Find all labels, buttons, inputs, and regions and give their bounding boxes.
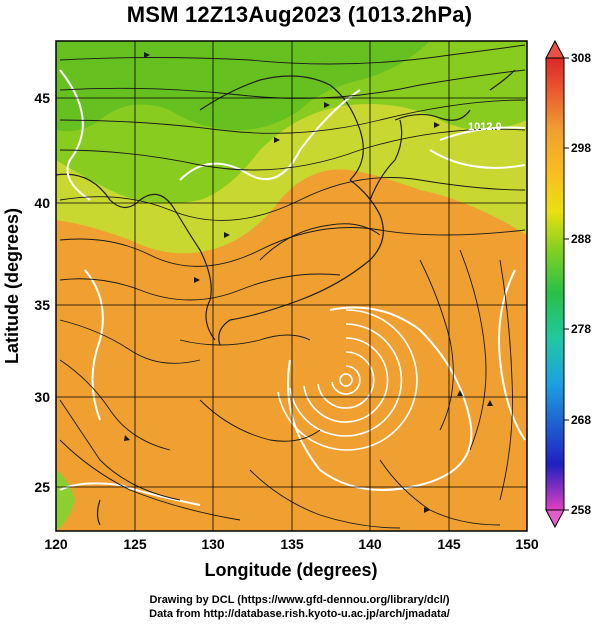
colorbar: 308 298 288 278 268 258 bbox=[545, 39, 591, 529]
map-title: MSM 12Z13Aug2023 (1013.2hPa) bbox=[126, 2, 473, 27]
colorbar-label-288: 288 bbox=[571, 232, 591, 246]
credit-data-source: Data from http://database.rish.kyoto-u.a… bbox=[149, 608, 450, 620]
y-tick-labels: 25 30 35 40 45 bbox=[34, 90, 50, 495]
coastlines bbox=[56, 69, 516, 526]
credit-drawing: Drawing by DCL (https://www.gfd-dennou.o… bbox=[149, 594, 450, 606]
isobar-label: 1012.0 bbox=[468, 121, 502, 133]
colorbar-label-278: 278 bbox=[571, 322, 591, 336]
colorbar-bottom-triangle bbox=[545, 509, 565, 529]
y-tick-25: 25 bbox=[34, 479, 50, 495]
colorbar-label-258: 258 bbox=[571, 503, 591, 517]
colorbar-label-298: 298 bbox=[571, 141, 591, 155]
x-tick-140: 140 bbox=[358, 536, 382, 552]
y-tick-40: 40 bbox=[34, 195, 50, 211]
x-tick-145: 145 bbox=[437, 536, 461, 552]
y-tick-30: 30 bbox=[34, 389, 50, 405]
y-tick-35: 35 bbox=[34, 297, 50, 313]
streamline-arrows bbox=[124, 52, 493, 513]
x-tick-130: 130 bbox=[201, 536, 225, 552]
colorbar-label-308: 308 bbox=[571, 51, 591, 65]
y-axis-label: Latitude (degrees) bbox=[2, 208, 22, 364]
x-tick-135: 135 bbox=[280, 536, 304, 552]
x-tick-120: 120 bbox=[44, 536, 68, 552]
lat-lon-grid bbox=[56, 41, 527, 531]
plot-frame bbox=[55, 40, 528, 532]
colorbar-top-triangle bbox=[545, 39, 565, 59]
temperature-field bbox=[56, 41, 527, 531]
typhoon-circulation bbox=[277, 309, 418, 451]
x-tick-125: 125 bbox=[123, 536, 147, 552]
y-tick-45: 45 bbox=[34, 90, 50, 106]
colorbar-label-268: 268 bbox=[571, 413, 591, 427]
colorbar-scale bbox=[545, 57, 565, 511]
x-axis-label: Longitude (degrees) bbox=[204, 560, 377, 580]
x-tick-labels: 120 125 130 135 140 145 150 bbox=[44, 536, 539, 552]
x-tick-150: 150 bbox=[515, 536, 539, 552]
